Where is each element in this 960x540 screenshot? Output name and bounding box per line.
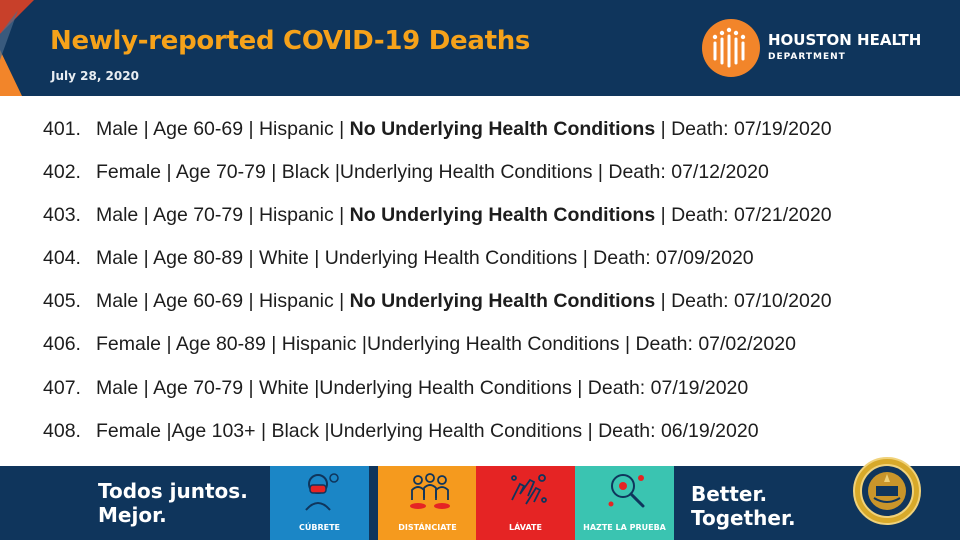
tile-distanciate: DISTÁNCIATE <box>378 466 477 540</box>
logo-mark-icon <box>702 19 760 77</box>
tile-label: HAZTE LA PRUEBA <box>583 523 666 532</box>
slogan-english-line1: Better. <box>691 482 768 506</box>
list-item: 401. Male | Age 60-69 | Hispanic | No Und… <box>43 118 832 141</box>
item-number: 408. <box>43 420 81 442</box>
list-item: 402. Female | Age 70-79 | Black |Underlyi… <box>43 161 769 184</box>
houston-health-logo: HOUSTON HEALTH DEPARTMENT <box>702 19 942 79</box>
item-bold-text: No Underlying Health Conditions <box>349 118 656 140</box>
list-item: 403. Male | Age 70-79 | Hispanic | No Und… <box>43 204 832 227</box>
distance-icon <box>410 473 450 509</box>
tile-label: DISTÁNCIATE <box>398 523 457 532</box>
slogan-spanish-line2: Mejor. <box>98 503 167 527</box>
item-text: Male | Age 70-79 | White |Underlying Hea… <box>96 377 749 399</box>
item-text: Male | Age 70-79 | Hispanic | <box>96 204 350 226</box>
tile-label: LÁVATE <box>509 523 542 532</box>
item-bold-text: No Underlying Health Conditions <box>349 204 656 226</box>
slogan-english: Better. Together. <box>691 482 796 530</box>
slogan-english-line2: Together. <box>691 506 796 530</box>
item-text: Male | Age 80-89 | White | Underlying He… <box>96 247 754 269</box>
tile-hazte-la-prueba: HAZTE LA PRUEBA <box>575 466 674 540</box>
tile-lavate: LÁVATE <box>476 466 575 540</box>
list-item: 405. Male | Age 60-69 | Hispanic | No Und… <box>43 290 832 313</box>
slogan-spanish-line1: Todos juntos. <box>98 479 248 503</box>
item-text: Male | Age 60-69 | Hispanic | <box>96 290 350 312</box>
list-item: 407. Male | Age 70-79 | White |Underlying… <box>43 377 748 400</box>
item-text: Male | Age 60-69 | Hispanic | <box>96 118 350 140</box>
list-item: 404. Male | Age 80-89 | White | Underlyin… <box>43 247 754 270</box>
list-item: 408. Female |Age 103+ | Black |Underlying… <box>43 420 759 443</box>
item-number: 401. <box>43 118 81 140</box>
item-text: Female | Age 70-79 | Black |Underlying H… <box>96 161 769 183</box>
test-magnifier-icon <box>608 474 645 508</box>
mask-icon <box>305 473 339 511</box>
logo-text-secondary: DEPARTMENT <box>768 52 846 62</box>
logo-text-primary: HOUSTON HEALTH <box>768 31 922 49</box>
item-text: Female |Age 103+ | Black |Underlying Hea… <box>96 420 759 442</box>
tile-label: CÚBRETE <box>298 523 340 532</box>
slogan-spanish: Todos juntos. Mejor. <box>98 479 248 527</box>
tile-cubrete: CÚBRETE <box>270 466 369 540</box>
item-bold-text: No Underlying Health Conditions <box>349 290 656 312</box>
item-number: 406. <box>43 333 81 355</box>
item-number: 402. <box>43 161 81 183</box>
page-title: Newly-reported COVID-19 Deaths <box>50 26 531 56</box>
item-number: 403. <box>43 204 81 226</box>
corner-accent-shape <box>0 0 34 96</box>
handwash-icon <box>511 474 547 505</box>
list-item: 406. Female | Age 80-89 | Hispanic |Under… <box>43 333 796 356</box>
item-tail-text: | Death: 07/19/2020 <box>655 118 832 140</box>
city-seal-icon <box>853 457 921 525</box>
deaths-list: 401. Male | Age 60-69 | Hispanic | No Und… <box>0 96 960 466</box>
item-number: 404. <box>43 247 81 269</box>
item-text: Female | Age 80-89 | Hispanic |Underlyin… <box>96 333 796 355</box>
header-bar: Newly-reported COVID-19 Deaths July 28, … <box>0 0 960 96</box>
item-number: 407. <box>43 377 81 399</box>
report-date: July 28, 2020 <box>51 69 139 83</box>
item-tail-text: | Death: 07/10/2020 <box>655 290 832 312</box>
item-tail-text: | Death: 07/21/2020 <box>655 204 832 226</box>
item-number: 405. <box>43 290 81 312</box>
